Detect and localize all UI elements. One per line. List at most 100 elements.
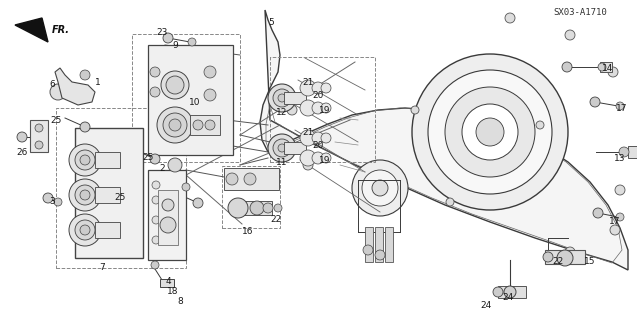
Circle shape xyxy=(619,147,629,157)
Circle shape xyxy=(375,250,385,260)
Text: 25: 25 xyxy=(50,116,62,124)
Circle shape xyxy=(228,198,248,218)
Circle shape xyxy=(163,33,173,43)
Bar xyxy=(148,170,186,260)
Circle shape xyxy=(193,198,203,208)
Bar xyxy=(158,190,178,245)
Circle shape xyxy=(274,204,282,212)
Circle shape xyxy=(54,198,62,206)
Circle shape xyxy=(69,214,101,246)
Bar xyxy=(148,45,233,155)
Text: 18: 18 xyxy=(168,287,179,297)
Text: 20: 20 xyxy=(312,140,324,149)
Circle shape xyxy=(321,83,331,93)
Circle shape xyxy=(226,173,238,185)
Circle shape xyxy=(193,120,203,130)
Circle shape xyxy=(505,13,515,23)
Circle shape xyxy=(412,54,568,210)
Circle shape xyxy=(312,102,324,114)
Circle shape xyxy=(321,133,331,143)
Circle shape xyxy=(312,82,324,94)
Circle shape xyxy=(411,106,419,114)
Text: 26: 26 xyxy=(17,148,27,156)
Circle shape xyxy=(35,124,43,132)
Circle shape xyxy=(278,94,286,102)
Circle shape xyxy=(162,199,174,211)
Circle shape xyxy=(152,236,160,244)
Circle shape xyxy=(166,76,184,94)
Circle shape xyxy=(300,80,316,96)
Circle shape xyxy=(565,30,575,40)
Text: 22: 22 xyxy=(552,258,564,267)
Text: 22: 22 xyxy=(270,215,282,225)
Circle shape xyxy=(182,183,190,191)
Text: 11: 11 xyxy=(276,157,288,166)
Circle shape xyxy=(151,261,159,269)
Circle shape xyxy=(161,71,189,99)
Text: 6: 6 xyxy=(49,79,55,89)
Polygon shape xyxy=(260,10,628,270)
Circle shape xyxy=(616,102,624,110)
Circle shape xyxy=(75,150,95,170)
Text: 10: 10 xyxy=(189,98,201,107)
Circle shape xyxy=(69,144,101,176)
Circle shape xyxy=(268,84,296,112)
Text: 2: 2 xyxy=(159,164,165,172)
Circle shape xyxy=(80,225,90,235)
Circle shape xyxy=(312,132,324,144)
Text: 13: 13 xyxy=(614,154,626,163)
Text: 19: 19 xyxy=(319,106,331,115)
Circle shape xyxy=(476,118,504,146)
Circle shape xyxy=(428,70,552,194)
Circle shape xyxy=(75,220,95,240)
Text: 5: 5 xyxy=(268,18,274,27)
Text: 4: 4 xyxy=(165,277,171,286)
Circle shape xyxy=(250,201,264,215)
Bar xyxy=(628,146,637,158)
Circle shape xyxy=(150,87,160,97)
Circle shape xyxy=(352,160,408,216)
Text: SX03-A1710: SX03-A1710 xyxy=(553,7,607,17)
Circle shape xyxy=(204,89,216,101)
Text: 25: 25 xyxy=(142,153,154,162)
Circle shape xyxy=(273,139,291,157)
Text: 23: 23 xyxy=(156,28,168,36)
Circle shape xyxy=(493,287,503,297)
Circle shape xyxy=(169,119,181,131)
Bar xyxy=(498,286,526,298)
Circle shape xyxy=(75,185,95,205)
Circle shape xyxy=(152,216,160,224)
Circle shape xyxy=(562,62,572,72)
Bar xyxy=(240,201,272,215)
Circle shape xyxy=(263,203,273,213)
Circle shape xyxy=(268,134,296,162)
Text: 19: 19 xyxy=(319,156,331,164)
Text: 1: 1 xyxy=(95,77,101,86)
Text: 16: 16 xyxy=(242,228,254,236)
Circle shape xyxy=(152,181,160,189)
Circle shape xyxy=(321,103,331,113)
Polygon shape xyxy=(55,68,95,105)
Bar xyxy=(600,62,612,72)
Circle shape xyxy=(372,180,388,196)
Circle shape xyxy=(80,190,90,200)
Circle shape xyxy=(536,121,544,129)
Circle shape xyxy=(35,141,43,149)
Bar xyxy=(95,187,120,203)
Circle shape xyxy=(17,132,27,142)
Bar xyxy=(56,108,186,268)
Bar xyxy=(284,92,306,104)
Bar xyxy=(545,250,585,264)
Circle shape xyxy=(50,84,66,100)
Text: 17: 17 xyxy=(616,103,627,113)
Bar xyxy=(224,168,279,190)
Circle shape xyxy=(273,89,291,107)
Circle shape xyxy=(543,252,553,262)
Circle shape xyxy=(598,63,606,71)
Text: 3: 3 xyxy=(49,197,55,206)
Circle shape xyxy=(616,213,624,221)
Circle shape xyxy=(205,120,215,130)
Circle shape xyxy=(244,173,256,185)
Bar xyxy=(132,34,240,162)
Circle shape xyxy=(445,87,535,177)
